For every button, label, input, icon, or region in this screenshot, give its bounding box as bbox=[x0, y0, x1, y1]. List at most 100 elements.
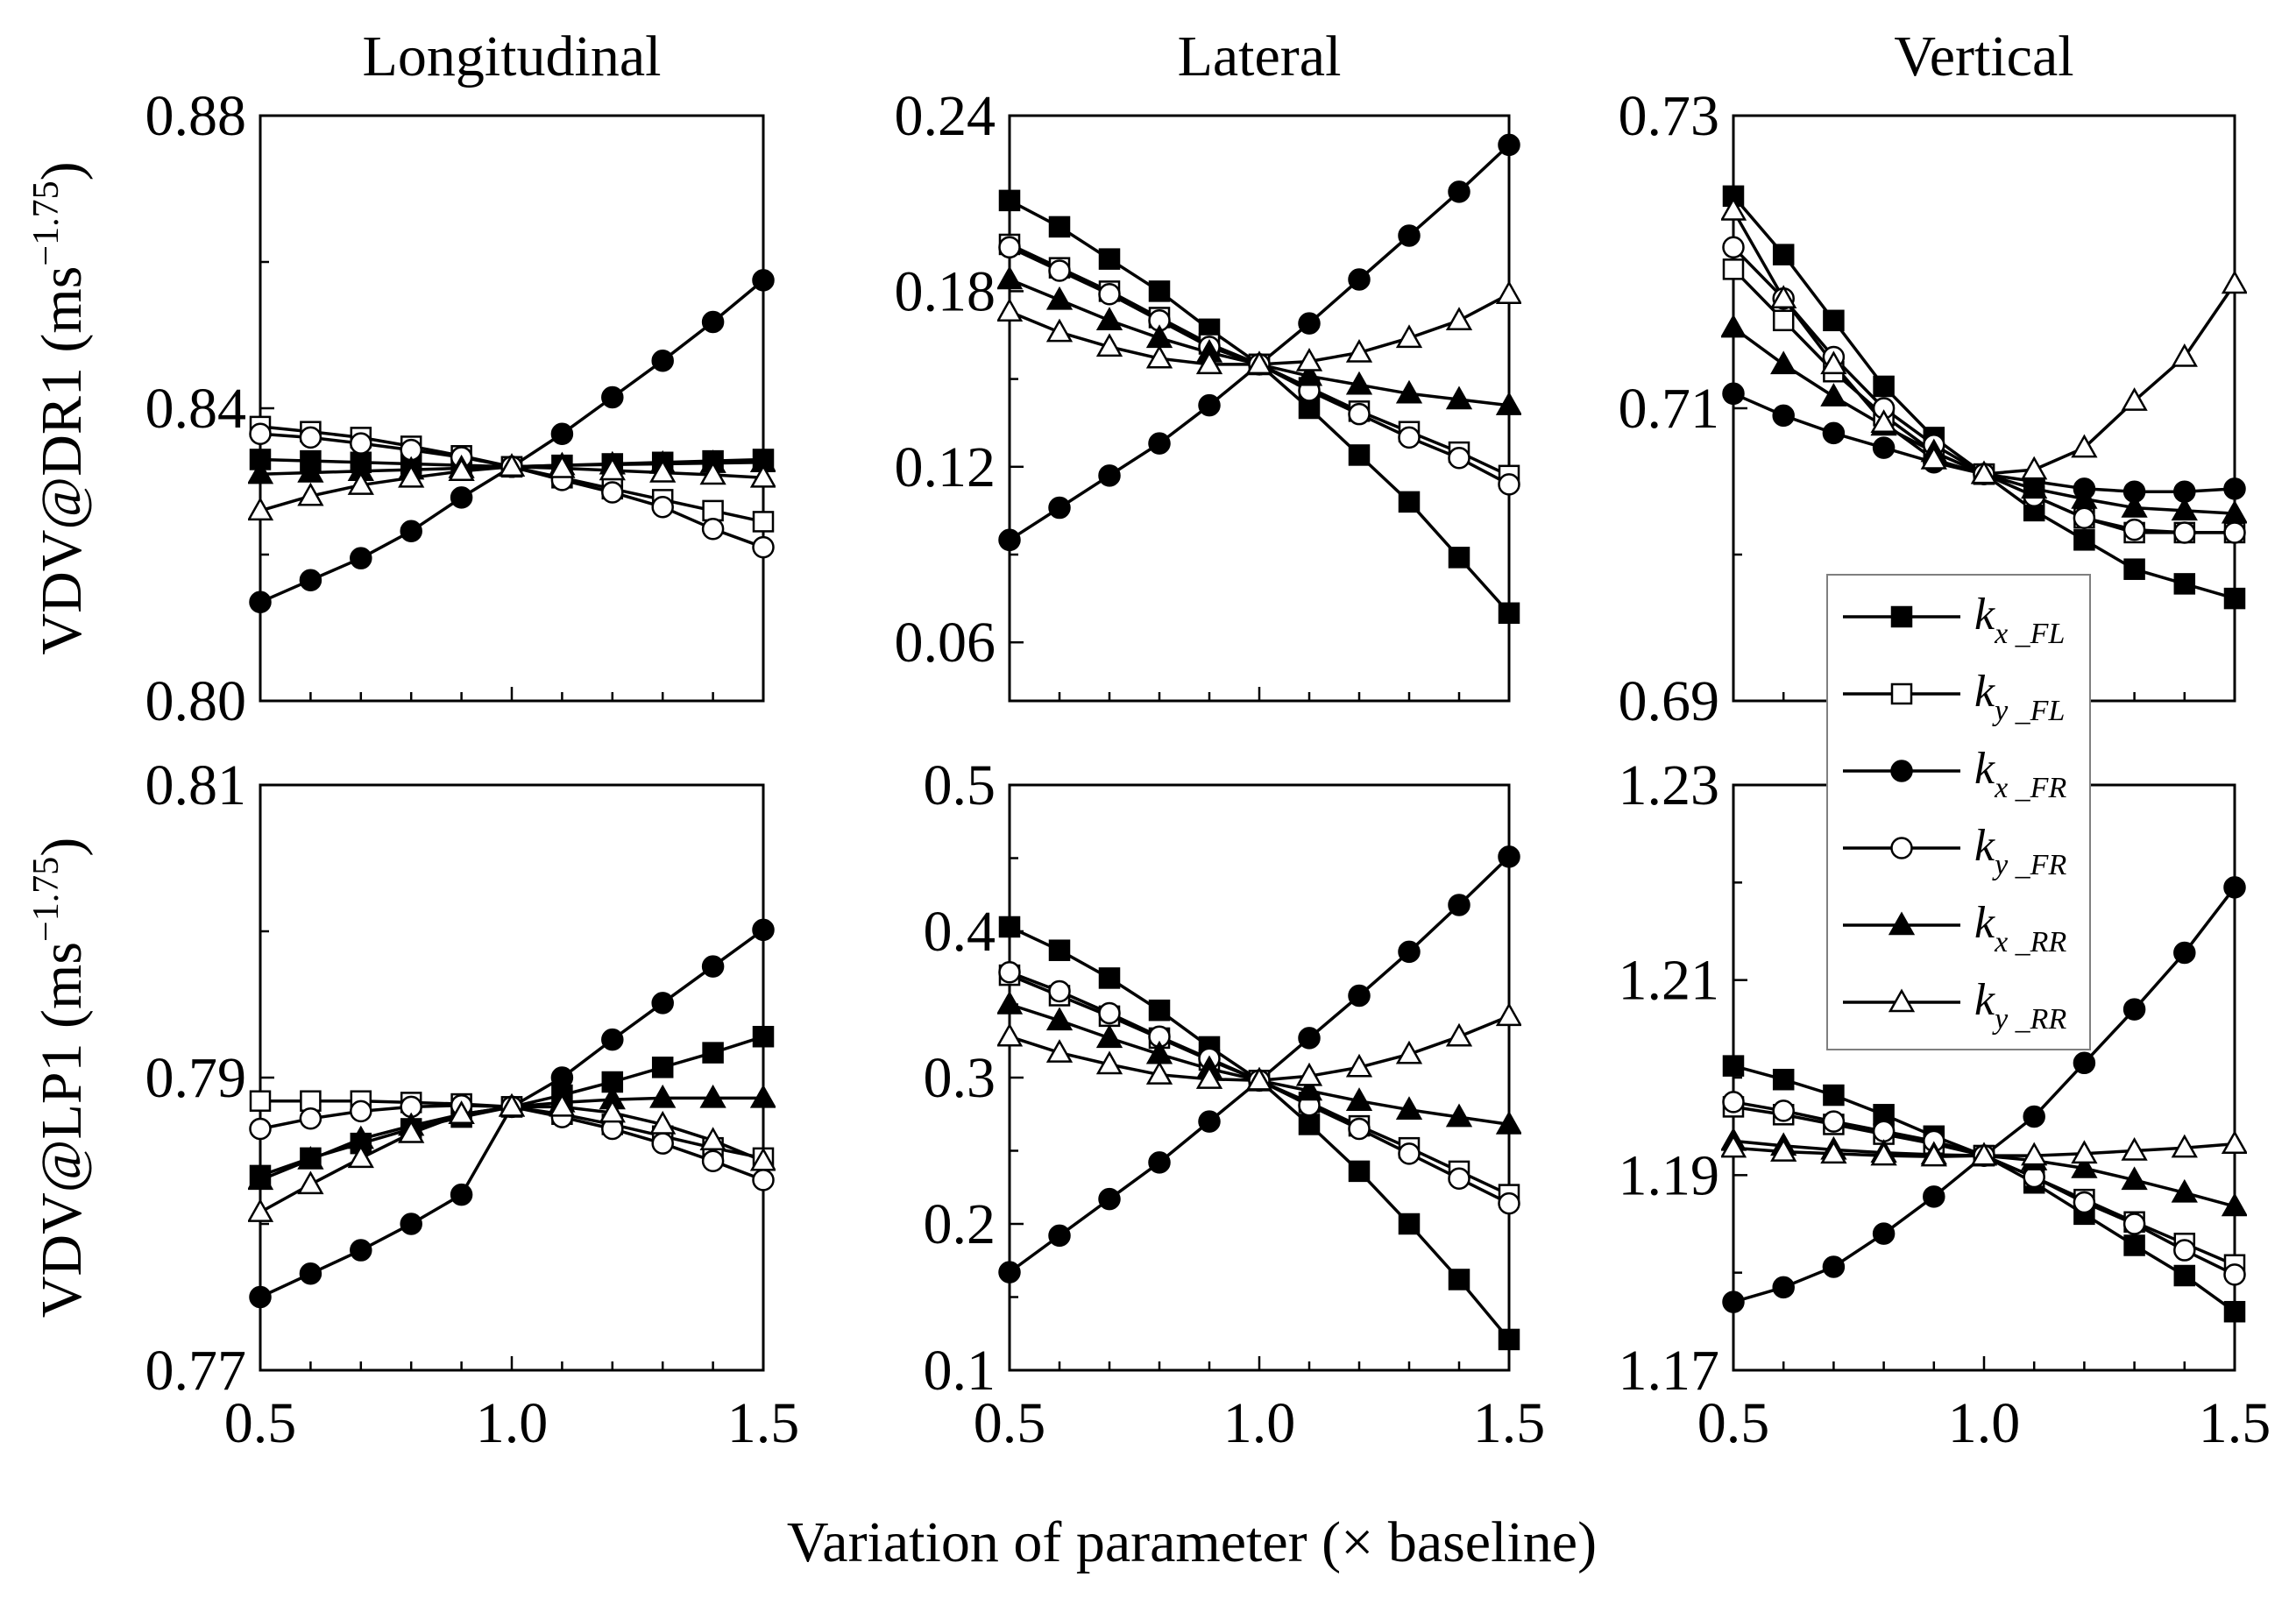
point-kx_FR bbox=[1822, 421, 1846, 445]
legend-label-sub: x _FR bbox=[1994, 772, 2066, 804]
point-ky_RR bbox=[649, 1110, 677, 1135]
point-ky_RR bbox=[297, 482, 324, 506]
point-ky_FL bbox=[1772, 309, 1795, 332]
point-ky_RR bbox=[1095, 333, 1123, 357]
point-ky_RR bbox=[398, 1119, 425, 1143]
point-kx_FL bbox=[1148, 280, 1171, 302]
point-kx_FL bbox=[1448, 1269, 1470, 1290]
y-tick-label: 0.18 bbox=[895, 259, 996, 323]
row-label-close: ) bbox=[30, 161, 94, 180]
point-kx_RR bbox=[297, 1145, 324, 1170]
point-kx_RR bbox=[1045, 286, 1074, 310]
point-kx_FL bbox=[1348, 1160, 1371, 1183]
point-ky_FR bbox=[299, 426, 322, 449]
point-kx_FL bbox=[998, 189, 1021, 212]
point-kx_FR bbox=[1398, 940, 1421, 964]
point-kx_FR bbox=[1198, 1110, 1221, 1133]
point-kx_FL bbox=[1298, 1114, 1321, 1135]
legend-entry: kx _RR bbox=[1843, 898, 2066, 958]
point-kx_FL bbox=[1398, 491, 1421, 513]
point-ky_FR bbox=[1448, 1167, 1470, 1190]
point-kx_RR bbox=[997, 265, 1024, 290]
point-ky_FR bbox=[2173, 1239, 2196, 1262]
point-kx_RR bbox=[1445, 385, 1473, 410]
series-line-kx_RR bbox=[1009, 1002, 1510, 1127]
point-kx_FR bbox=[752, 269, 775, 292]
point-ky_RR bbox=[1870, 409, 1897, 433]
column-title-vertical: Vertical bbox=[1894, 25, 2073, 88]
row-label-close: ) bbox=[30, 838, 94, 857]
point-ky_RR bbox=[1820, 350, 1847, 375]
point-kx_FL bbox=[2223, 1300, 2246, 1323]
point-ky_RR bbox=[997, 298, 1024, 322]
point-ky_RR bbox=[398, 463, 425, 488]
point-ky_FR bbox=[1722, 236, 1745, 259]
point-kx_FL bbox=[2173, 1264, 2196, 1287]
point-kx_FL bbox=[1722, 1055, 1745, 1077]
point-ky_RR bbox=[2221, 1130, 2247, 1154]
row-label-main: VDV@DR1 (ms bbox=[30, 266, 94, 655]
point-kx_FR bbox=[651, 992, 674, 1015]
point-kx_RR bbox=[699, 1084, 726, 1108]
point-ky_RR bbox=[2021, 456, 2048, 480]
point-kx_FR bbox=[2122, 998, 2146, 1021]
point-kx_FL bbox=[651, 1057, 674, 1078]
point-kx_RR bbox=[2121, 1166, 2148, 1191]
point-kx_FL bbox=[752, 1025, 775, 1048]
legend-marker bbox=[1890, 760, 1913, 782]
point-ky_RR bbox=[1870, 1142, 1897, 1166]
point-ky_FR bbox=[1398, 426, 1421, 449]
series-group bbox=[1721, 876, 2247, 1323]
point-ky_FR bbox=[1098, 282, 1121, 306]
legend-entry: ky _RR bbox=[1843, 975, 2066, 1036]
point-ky_RR bbox=[1045, 318, 1074, 343]
point-kx_FR bbox=[550, 422, 574, 445]
y-tick-label: 1.23 bbox=[1619, 753, 1720, 817]
point-kx_RR bbox=[297, 458, 324, 483]
point-kx_FL bbox=[2123, 558, 2145, 580]
legend-label-base: k bbox=[1974, 667, 1995, 717]
legend-marker bbox=[1888, 911, 1916, 936]
legend-label-base: k bbox=[1974, 744, 1995, 794]
y-tick-label: 0.69 bbox=[1619, 669, 1720, 733]
point-kx_RR bbox=[1045, 1007, 1074, 1031]
legend-label-base: k bbox=[1974, 898, 1995, 948]
row-label-vdv-dr1: VDV@DR1 (ms−1.75) bbox=[26, 161, 94, 654]
point-ky_FR bbox=[998, 961, 1021, 984]
point-kx_FR bbox=[1498, 845, 1520, 868]
point-kx_FL bbox=[1398, 1213, 1421, 1235]
point-kx_FL bbox=[1148, 999, 1171, 1022]
point-kx_FR bbox=[400, 1213, 422, 1235]
point-kx_FR bbox=[400, 520, 422, 543]
point-ky_RR bbox=[1970, 460, 1998, 484]
point-kx_RR bbox=[1495, 392, 1521, 415]
point-kx_FR bbox=[1048, 496, 1071, 520]
point-ky_FR bbox=[701, 518, 725, 541]
point-kx_FR bbox=[1872, 436, 1896, 459]
point-kx_FL bbox=[1498, 1328, 1520, 1351]
point-ky_FL bbox=[752, 511, 775, 533]
point-kx_FR bbox=[1098, 1187, 1121, 1211]
legend-box bbox=[1826, 574, 2091, 1050]
row-labels: VDV@DR1 (ms−1.75)VDV@LP1 (ms−1.75) bbox=[26, 161, 94, 1318]
legend-label-base: k bbox=[1974, 975, 1995, 1025]
point-ky_FR bbox=[2223, 1263, 2246, 1286]
point-kx_FR bbox=[2073, 1051, 2096, 1075]
point-ky_RR bbox=[1245, 350, 1273, 375]
point-ky_RR bbox=[549, 1092, 576, 1117]
panel-1-2: 1.17 1.19 1.21 1.23 0.5 1.0 1.5 bbox=[1619, 753, 2271, 1455]
point-ky_FR bbox=[249, 422, 272, 445]
point-kx_FL bbox=[2073, 529, 2095, 551]
point-kx_FR bbox=[1448, 180, 1470, 203]
point-ky_RR bbox=[1920, 445, 1947, 470]
series-group bbox=[248, 918, 776, 1309]
series-line-kx_RR bbox=[1732, 326, 2236, 515]
point-ky_RR bbox=[749, 463, 776, 488]
point-kx_FR bbox=[450, 486, 473, 509]
point-kx_FL bbox=[702, 1042, 724, 1064]
point-kx_FL bbox=[2173, 573, 2196, 595]
point-kx_FR bbox=[299, 1262, 322, 1285]
point-kx_RR bbox=[1345, 371, 1373, 395]
point-kx_RR bbox=[1495, 1110, 1521, 1135]
